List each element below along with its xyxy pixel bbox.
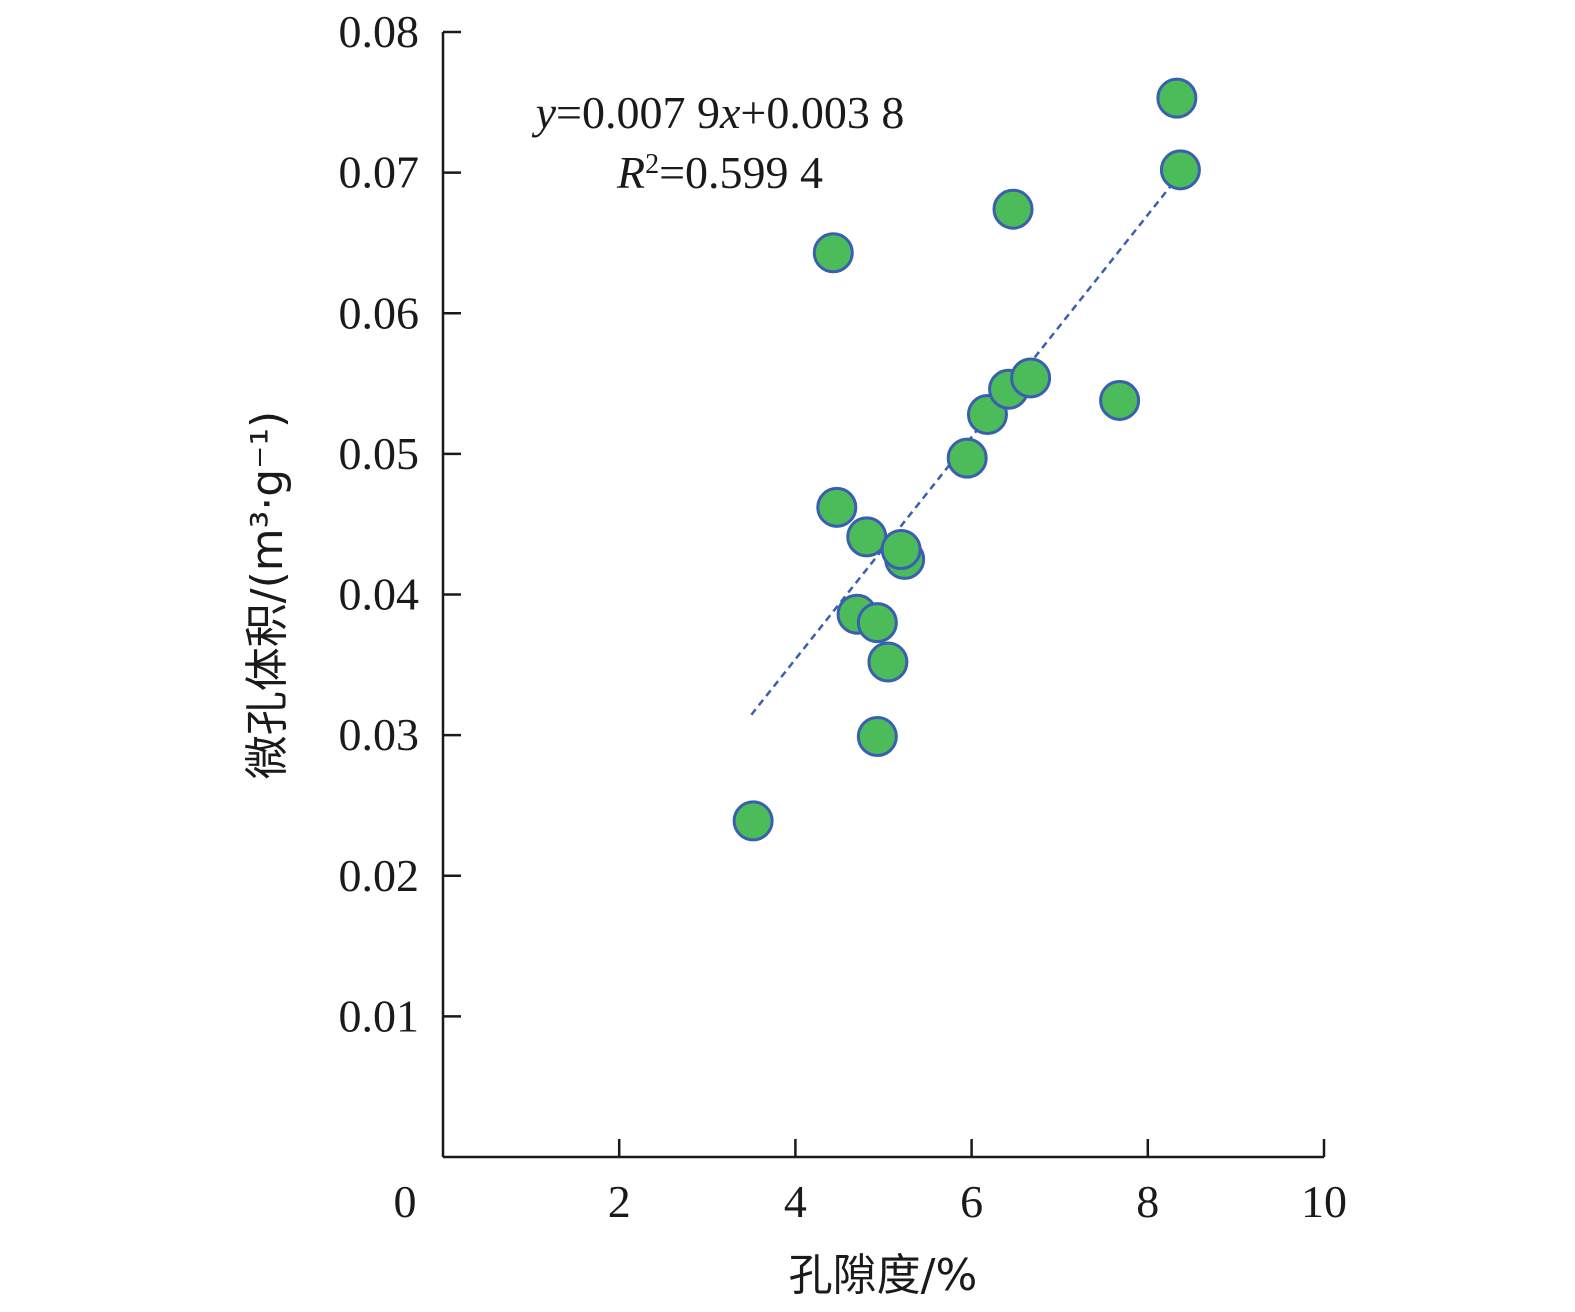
- data-point: [846, 516, 888, 558]
- data-point: [856, 716, 898, 758]
- data-point: [1010, 357, 1052, 399]
- x-axis-title: 孔隙度/%: [789, 1250, 978, 1301]
- data-point: [880, 529, 922, 570]
- x-tick-label: 8: [1136, 1176, 1159, 1227]
- regression-equation: y=0.007 9x+0.003 8: [532, 87, 905, 138]
- y-tick-label: 0.03: [339, 709, 420, 760]
- r2-value: =0.599 4: [659, 147, 823, 198]
- y-ticks: 0.01 0.02 0.03 0.04 0.05 0.06 0.07 0.08: [339, 6, 461, 1041]
- trendline: [750, 175, 1180, 716]
- eq-var-y: y: [532, 87, 557, 138]
- axes: [441, 32, 1324, 1159]
- data-point: [816, 486, 858, 528]
- x-ticks: 0 2 4 6 8 10: [394, 1139, 1347, 1227]
- data-point: [732, 800, 774, 842]
- data-point: [856, 602, 898, 644]
- data-point: [992, 188, 1034, 230]
- x-tick-label: 0: [394, 1176, 417, 1227]
- data-point: [867, 641, 909, 683]
- y-tick-label: 0.02: [339, 850, 420, 901]
- eq-coef-slope: =0.007 9: [556, 87, 720, 138]
- y-tick-label: 0.01: [339, 990, 420, 1041]
- data-point: [1159, 149, 1201, 191]
- eq-var-x: x: [719, 87, 741, 138]
- r2-exponent: 2: [645, 149, 659, 180]
- y-tick-label: 0.04: [339, 569, 420, 620]
- data-point: [1099, 379, 1141, 421]
- x-tick-label: 2: [608, 1176, 631, 1227]
- data-point: [1156, 77, 1198, 119]
- y-tick-label: 0.08: [339, 6, 420, 57]
- y-tick-label: 0.06: [339, 287, 420, 338]
- x-tick-label: 6: [960, 1176, 983, 1227]
- x-tick-label: 4: [784, 1176, 807, 1227]
- data-point: [946, 437, 988, 479]
- y-tick-label: 0.07: [339, 147, 420, 198]
- data-points: [732, 77, 1201, 842]
- y-axis-title: 微孔体积/(m³·g⁻¹): [242, 411, 293, 779]
- r2-var: R: [616, 147, 645, 198]
- y-tick-label: 0.05: [339, 428, 420, 479]
- trendline-path: [750, 175, 1180, 716]
- data-point: [812, 232, 854, 274]
- x-tick-label: 10: [1301, 1176, 1347, 1227]
- eq-coef-intercept: +0.003 8: [740, 87, 904, 138]
- r-squared: R2=0.599 4: [616, 147, 823, 198]
